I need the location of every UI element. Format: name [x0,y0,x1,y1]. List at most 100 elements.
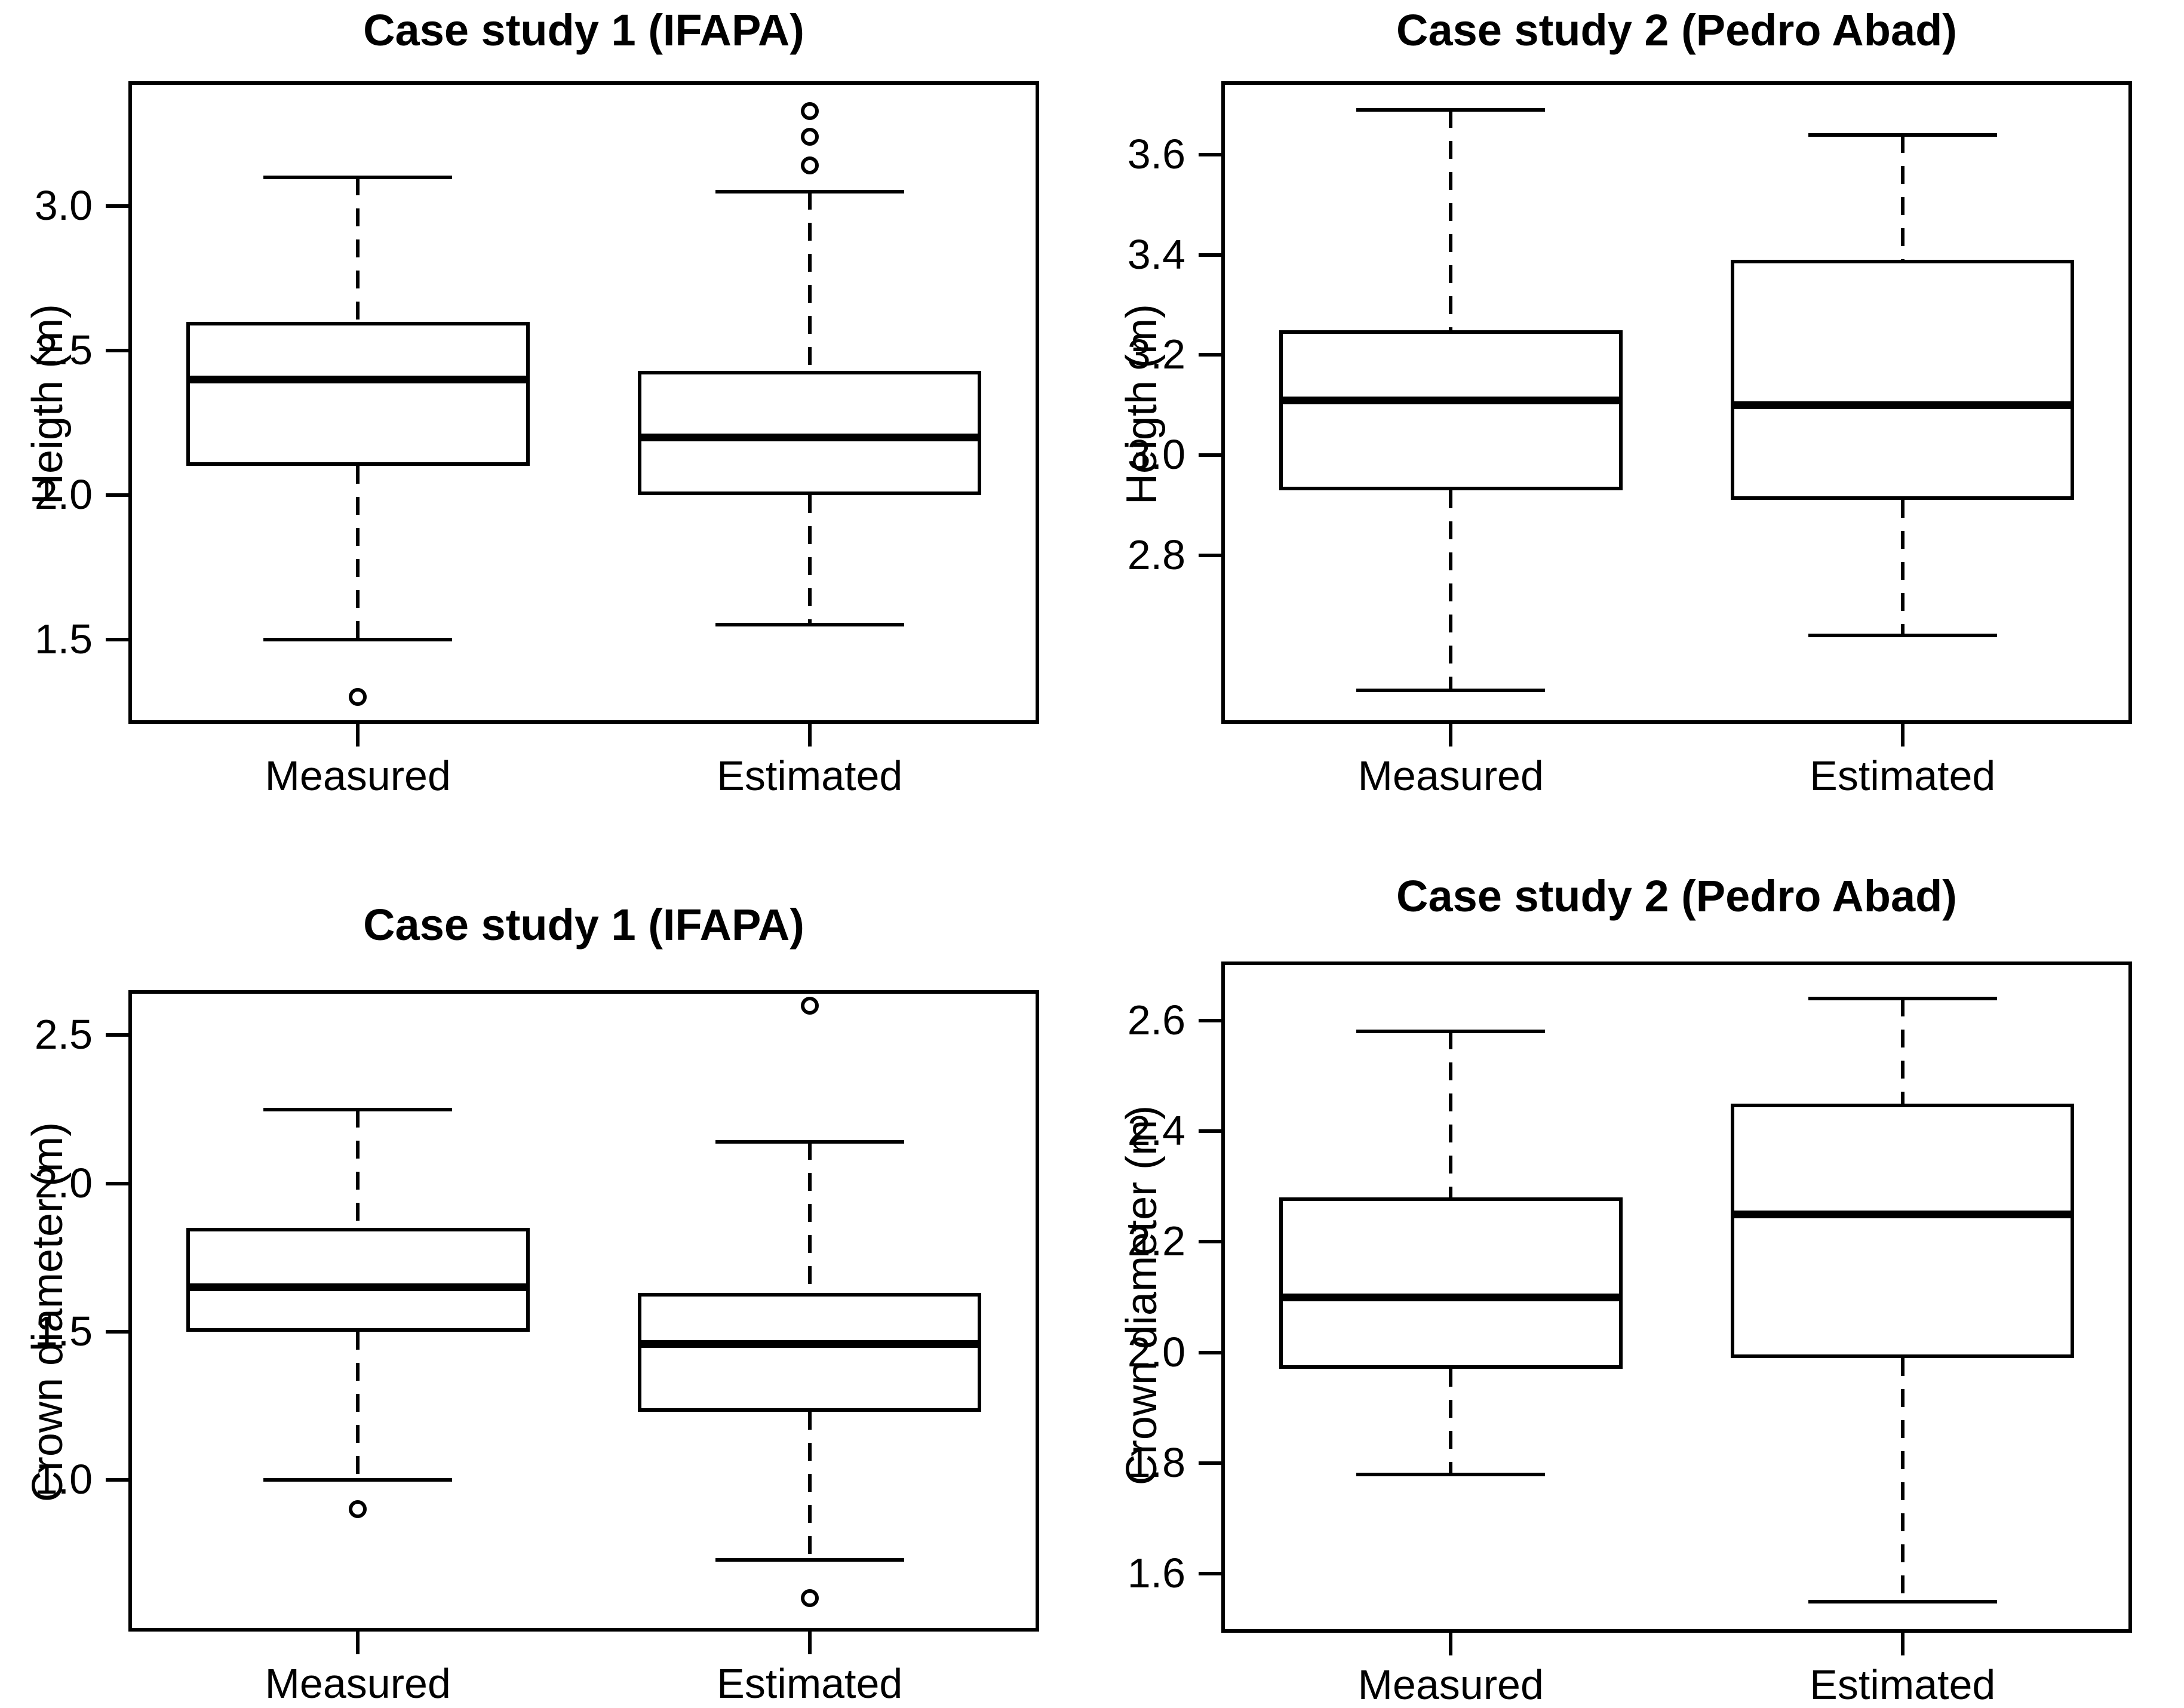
whisker-upper [1900,998,1905,1104]
whisker-cap-lower [1808,633,1997,637]
whisker-cap-upper [715,189,904,193]
y-tick-label: 3.2 [1127,331,1185,378]
y-axis-label: Crown diameter (m) [1118,1105,1166,1486]
y-tick-label: 2.4 [1127,1107,1185,1154]
x-tick-mark [356,724,360,747]
whisker-cap-upper [1356,1030,1546,1034]
y-tick-mark [106,637,128,641]
y-tick-label: 2.0 [34,1159,93,1206]
panel-title: Case study 1 (IFAPA) [363,900,804,950]
median-line [186,1283,530,1292]
panel-title: Case study 2 (Pedro Abad) [1396,5,1957,55]
y-tick-mark [106,348,128,352]
whisker-lower [1900,500,1905,635]
y-tick-mark [106,204,128,208]
x-tick-mark [1449,1633,1453,1655]
box [186,1228,530,1332]
x-tick-label: Measured [1357,752,1544,799]
x-tick-label: Estimated [1810,1661,1996,1708]
y-tick-mark [1199,1350,1221,1354]
whisker-lower [1449,1369,1453,1474]
whisker-cap-upper [263,1107,453,1111]
whisker-cap-lower [263,1477,453,1482]
whisker-upper [356,177,360,322]
y-tick-label: 3.0 [34,182,93,229]
median-line [638,1340,982,1348]
median-line [1731,1211,2075,1218]
whisker-cap-upper [1808,996,1997,1000]
whisker-upper [807,1142,812,1294]
whisker-cap-lower [715,623,904,627]
median-line [1279,1294,1623,1301]
y-tick-mark [106,1329,128,1334]
whisker-upper [807,191,812,371]
whisker-cap-lower [1356,688,1546,692]
whisker-cap-lower [1808,1599,1997,1603]
whisker-lower [807,494,812,625]
y-tick-mark [106,1181,128,1185]
median-line [1731,401,2075,410]
box [1731,260,2075,500]
whisker-cap-upper [1356,107,1546,112]
box [1279,330,1623,490]
whisker-cap-upper [1808,133,1997,137]
x-tick-mark [1900,1633,1905,1655]
panel-title: Case study 1 (IFAPA) [363,5,804,55]
whisker-upper [1449,1031,1453,1198]
box [638,370,982,495]
y-tick-mark [1199,153,1221,157]
y-tick-label: 2.5 [34,326,93,373]
y-tick-mark [1199,1129,1221,1133]
y-tick-mark [1199,1461,1221,1465]
y-tick-label: 2.0 [34,471,93,518]
whisker-lower [807,1411,812,1560]
x-tick-label: Estimated [1810,752,1996,799]
whisker-lower [1900,1357,1905,1602]
whisker-cap-upper [715,1140,904,1144]
plot-area: 2.5 2.0 1.5 1.0 Measured Estimated [35,990,1039,1704]
y-tick-label: 3.6 [1127,131,1185,178]
y-tick-label: 2.2 [1127,1218,1185,1265]
y-tick-mark [106,1477,128,1482]
y-tick-label: 1.8 [1127,1439,1185,1486]
x-tick-label: Measured [265,1660,451,1707]
whisker-upper [1449,109,1453,330]
whisker-cap-lower [1356,1472,1546,1476]
x-tick-label: Measured [265,752,451,799]
whisker-cap-upper [263,175,453,179]
y-tick-mark [106,1033,128,1037]
outlier-point [800,156,819,175]
box [1279,1197,1623,1369]
outlier-point [800,102,819,120]
whisker-upper [1900,134,1905,260]
y-tick-mark [1199,453,1221,457]
plot-area: 3.0 2.5 2.0 1.5 Measured Estimated [35,81,1039,797]
y-tick-label: 2.8 [1127,531,1185,578]
y-axis-label: Heigth (m) [1118,303,1166,505]
panel-title: Case study 2 (Pedro Abad) [1396,871,1957,921]
y-tick-mark [1199,253,1221,257]
whisker-upper [356,1109,360,1228]
box [638,1293,982,1412]
y-tick-mark [1199,1240,1221,1244]
plot-area: 3.6 3.4 3.2 3.0 2.8 Measured Estimated [1128,81,2132,797]
y-tick-mark [1199,1572,1221,1576]
x-tick-mark [807,1632,812,1654]
x-tick-mark [1449,724,1453,747]
y-tick-mark [1199,553,1221,557]
y-tick-label: 1.0 [34,1455,93,1503]
whisker-lower [356,466,360,640]
whisker-lower [1449,490,1453,690]
y-tick-label: 2.5 [34,1011,93,1058]
y-tick-label: 1.5 [34,615,93,662]
whisker-cap-lower [715,1558,904,1562]
y-tick-label: 1.5 [34,1307,93,1354]
y-tick-label: 2.6 [1127,996,1185,1043]
x-tick-mark [356,1632,360,1654]
outlier-point [800,128,819,146]
box [186,321,530,466]
median-line [638,434,982,442]
y-tick-mark [1199,353,1221,357]
y-tick-label: 2.0 [1127,1328,1185,1375]
